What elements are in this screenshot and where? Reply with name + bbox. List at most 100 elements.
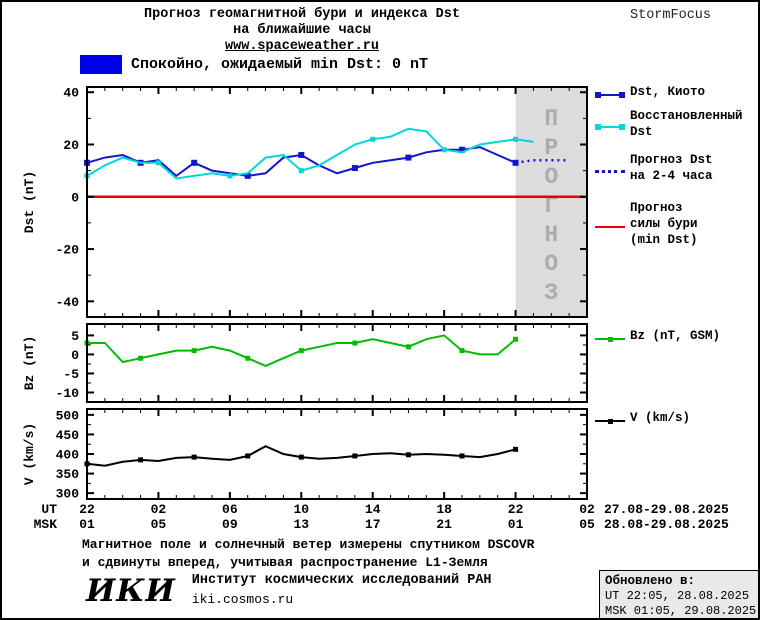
svg-text:27.08-29.08.2025: 27.08-29.08.2025 [604,502,729,517]
storm-status-banner: Спокойно, ожидаемый min Dst: 0 nT [80,55,428,74]
svg-text:21: 21 [436,517,452,532]
legend-label-dst-kyoto: Dst, Киото [630,85,706,99]
iki-footer: ИКИ Институт космических исследований РА… [86,573,492,609]
svg-text:0: 0 [71,348,79,363]
legend-label-line: Восстановленный [630,109,743,123]
v-line-swatch [595,416,625,426]
legend-label-restored-dst: Восстановленный Dst [630,108,743,140]
svg-text:22: 22 [508,502,524,517]
legend-item-forecast-dst: Прогноз Dst на 2-4 часа [595,152,758,184]
line-segment [612,338,625,340]
dotted-line-segment [595,169,625,173]
svg-text:20: 20 [63,138,79,153]
svg-text:Bz (nT): Bz (nT) [22,336,37,391]
legend-item-storm-forecast: Прогноз силы бури (min Dst) [595,200,758,248]
svg-text:01: 01 [79,517,95,532]
note-line-1: Магнитное поле и солнечный ветер измерен… [82,537,535,552]
svg-text:500: 500 [56,408,80,423]
svg-text:5: 5 [71,329,79,344]
quiet-level-swatch [80,55,122,74]
iki-info: Институт космических исследований РАН ik… [192,573,492,607]
marker-square [607,336,613,342]
dst-kyoto-line-swatch [595,90,625,100]
svg-text:300: 300 [56,487,80,502]
svg-text:-5: -5 [63,367,79,382]
svg-text:З: З [544,280,558,306]
legend-label-line: на 2-4 часа [630,169,713,183]
svg-text:02: 02 [151,502,167,517]
svg-text:Dst (nT): Dst (nT) [22,171,37,233]
svg-text:350: 350 [56,467,80,482]
svg-text:02: 02 [579,502,595,517]
svg-text:О: О [544,164,558,190]
line-segment [595,420,608,422]
svg-text:-40: -40 [56,295,80,310]
note-line-2: и сдвинуты вперед, учитывая распростране… [82,555,488,570]
updated-title: Обновлено в: [605,574,696,588]
svg-text:22: 22 [79,502,95,517]
svg-text:-20: -20 [56,243,80,258]
line-segment [595,338,608,340]
legend-label-v: V (km/s) [630,411,691,425]
line-segment [601,126,619,128]
svg-text:05: 05 [151,517,167,532]
legend-label-bz: Bz (nT, GSM) [630,329,721,343]
svg-text:Р: Р [544,135,558,161]
iki-site-link[interactable]: iki.cosmos.ru [191,592,294,607]
updated-ut: UT 22:05, 28.08.2025 [605,589,750,603]
legend-label-storm-forecast: Прогноз силы бури (min Dst) [630,200,698,248]
svg-text:MSK: MSK [34,517,58,532]
forecast-dst-dotted-swatch [595,158,625,184]
updated-msk: MSK 01:05, 29.08.2025 [605,604,757,618]
svg-text:14: 14 [365,502,381,517]
v-panel: 500 450 400 350 300 V (km/s) [22,408,588,502]
svg-text:40: 40 [63,86,79,101]
bz-line-swatch [595,334,625,344]
svg-text:UT: UT [41,502,57,517]
marker-square [619,124,625,130]
svg-text:Г: Г [544,193,558,219]
legend-label-line: Прогноз [630,201,683,215]
svg-text:06: 06 [222,502,238,517]
svg-text:01: 01 [508,517,524,532]
marker-square [607,418,613,424]
quiet-status-label: Спокойно, ожидаемый min Dst: 0 nT [131,56,429,73]
svg-text:18: 18 [436,502,452,517]
svg-text:28.08-29.08.2025: 28.08-29.08.2025 [604,517,729,532]
marker-square [595,92,601,98]
svg-text:05: 05 [579,517,595,532]
forecast-region [515,87,587,317]
spaceweather-link[interactable]: www.spaceweather.ru [225,39,379,54]
svg-text:17: 17 [365,517,381,532]
line-segment [601,94,619,96]
bz-panel: 5 0 -5 -10 Bz (nT) [22,323,588,403]
data-source-note: Магнитное поле и солнечный ветер измерен… [82,536,534,572]
page-title: Прогноз геомагнитной бури и индекса Dst … [62,7,542,55]
legend-label-forecast-dst: Прогноз Dst на 2-4 часа [630,152,713,184]
brand-label: StormFocus [630,8,712,23]
restored-dst-line-swatch [595,114,625,140]
line-segment [612,420,625,422]
storm-forecast-line-swatch [595,206,625,248]
marker-square [595,124,601,130]
series-dst-restored [86,127,534,180]
legend-label-line: Dst [630,125,653,139]
svg-text:400: 400 [56,448,80,463]
svg-text:13: 13 [293,517,309,532]
legend-item-bz: Bz (nT, GSM) [595,328,758,344]
legend-label-line: (min Dst) [630,233,698,247]
svg-text:-10: -10 [56,386,80,401]
svg-text:450: 450 [56,428,80,443]
legend-label-line: силы бури [630,217,698,231]
svg-text:О: О [544,251,558,277]
svg-text:09: 09 [222,517,238,532]
svg-text:П: П [544,106,558,132]
svg-text:0: 0 [71,190,79,205]
updated-panel: Обновлено в: UT 22:05, 28.08.2025 MSK 01… [599,570,758,618]
title-line-2: на ближайшие часы [233,23,371,38]
title-line-1: Прогноз геомагнитной бури и индекса Dst [144,7,460,22]
